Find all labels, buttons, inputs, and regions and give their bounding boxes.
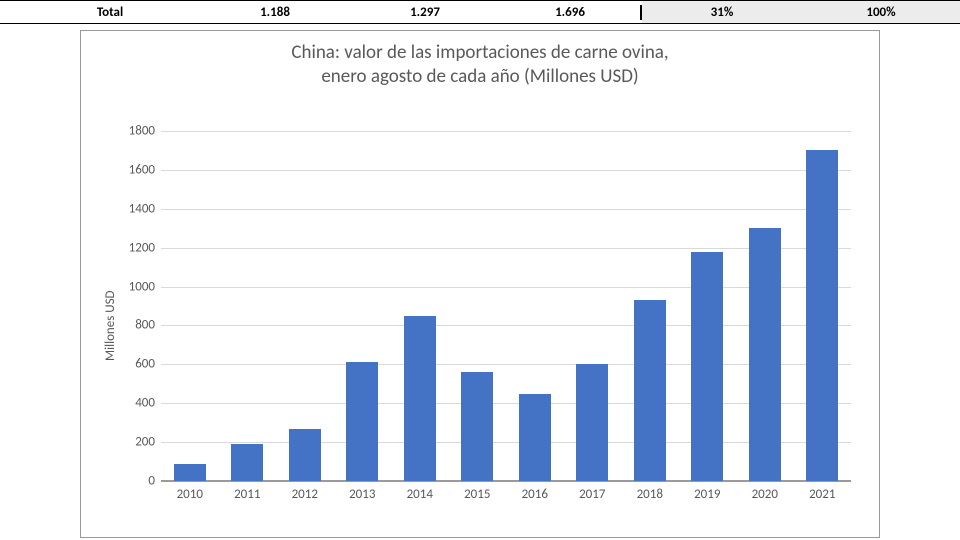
table-total-v2: 1.297 (350, 5, 500, 20)
chart-bar (519, 394, 551, 482)
chart-title-line2: enero agosto de cada año (Millones USD) (321, 65, 638, 88)
chart-gridline (161, 131, 851, 132)
chart-ytick-label: 400 (135, 396, 155, 411)
chart-xtick-label: 2013 (349, 487, 375, 502)
chart-gridline (161, 287, 851, 288)
chart-ytick-label: 800 (135, 318, 155, 333)
chart-xtick-label: 2015 (464, 487, 490, 502)
chart-xtick-label: 2018 (637, 487, 663, 502)
chart-bar (576, 364, 608, 481)
chart-xtick-label: 2020 (752, 487, 778, 502)
chart-xtick-label: 2012 (292, 487, 318, 502)
table-total-row: Total 1.188 1.297 1.696 31% 100% (0, 0, 960, 24)
chart-plot-area: 0200400600800100012001400160018002010201… (161, 131, 851, 481)
chart-gridline (161, 248, 851, 249)
chart-gridline (161, 364, 851, 365)
chart-bar (289, 429, 321, 482)
chart-gridline (161, 403, 851, 404)
chart-bar (346, 362, 378, 481)
chart-title: China: valor de las importaciones de car… (81, 41, 879, 89)
chart-ytick-label: 1200 (129, 240, 155, 255)
chart-ytick-label: 1600 (129, 162, 155, 177)
table-total-v3: 1.696 (500, 5, 642, 20)
chart-xtick-label: 2017 (579, 487, 605, 502)
chart-ytick-label: 200 (135, 435, 155, 450)
chart-container: China: valor de las importaciones de car… (80, 30, 880, 538)
chart-gridline (161, 325, 851, 326)
chart-bar (806, 150, 838, 481)
chart-ylabel: Millones USD (103, 290, 118, 361)
chart-ytick-label: 1000 (129, 279, 155, 294)
chart-xtick-label: 2010 (177, 487, 203, 502)
chart-xtick-label: 2019 (694, 487, 720, 502)
chart-ytick-label: 1800 (129, 124, 155, 139)
table-total-pct-a: 31% (642, 1, 802, 23)
table-total-v1: 1.188 (200, 5, 350, 20)
chart-bar (404, 316, 436, 481)
chart-ytick-label: 600 (135, 357, 155, 372)
chart-xtick-label: 2014 (407, 487, 433, 502)
chart-bar (749, 228, 781, 481)
table-total-pct-b: 100% (802, 1, 960, 23)
chart-xtick-label: 2011 (234, 487, 260, 502)
chart-ytick-label: 0 (148, 474, 155, 489)
chart-bar (691, 252, 723, 481)
chart-ytick-label: 1400 (129, 201, 155, 216)
chart-title-line1: China: valor de las importaciones de car… (291, 41, 668, 64)
chart-gridline (161, 442, 851, 443)
chart-xtick-label: 2021 (809, 487, 835, 502)
table-total-label: Total (0, 5, 200, 20)
chart-bar (461, 372, 493, 481)
chart-xtick-label: 2016 (522, 487, 548, 502)
chart-gridline (161, 170, 851, 171)
chart-gridline (161, 209, 851, 210)
chart-bar (634, 300, 666, 481)
chart-gridline (161, 481, 851, 482)
chart-bar (174, 464, 206, 482)
chart-bar (231, 444, 263, 481)
